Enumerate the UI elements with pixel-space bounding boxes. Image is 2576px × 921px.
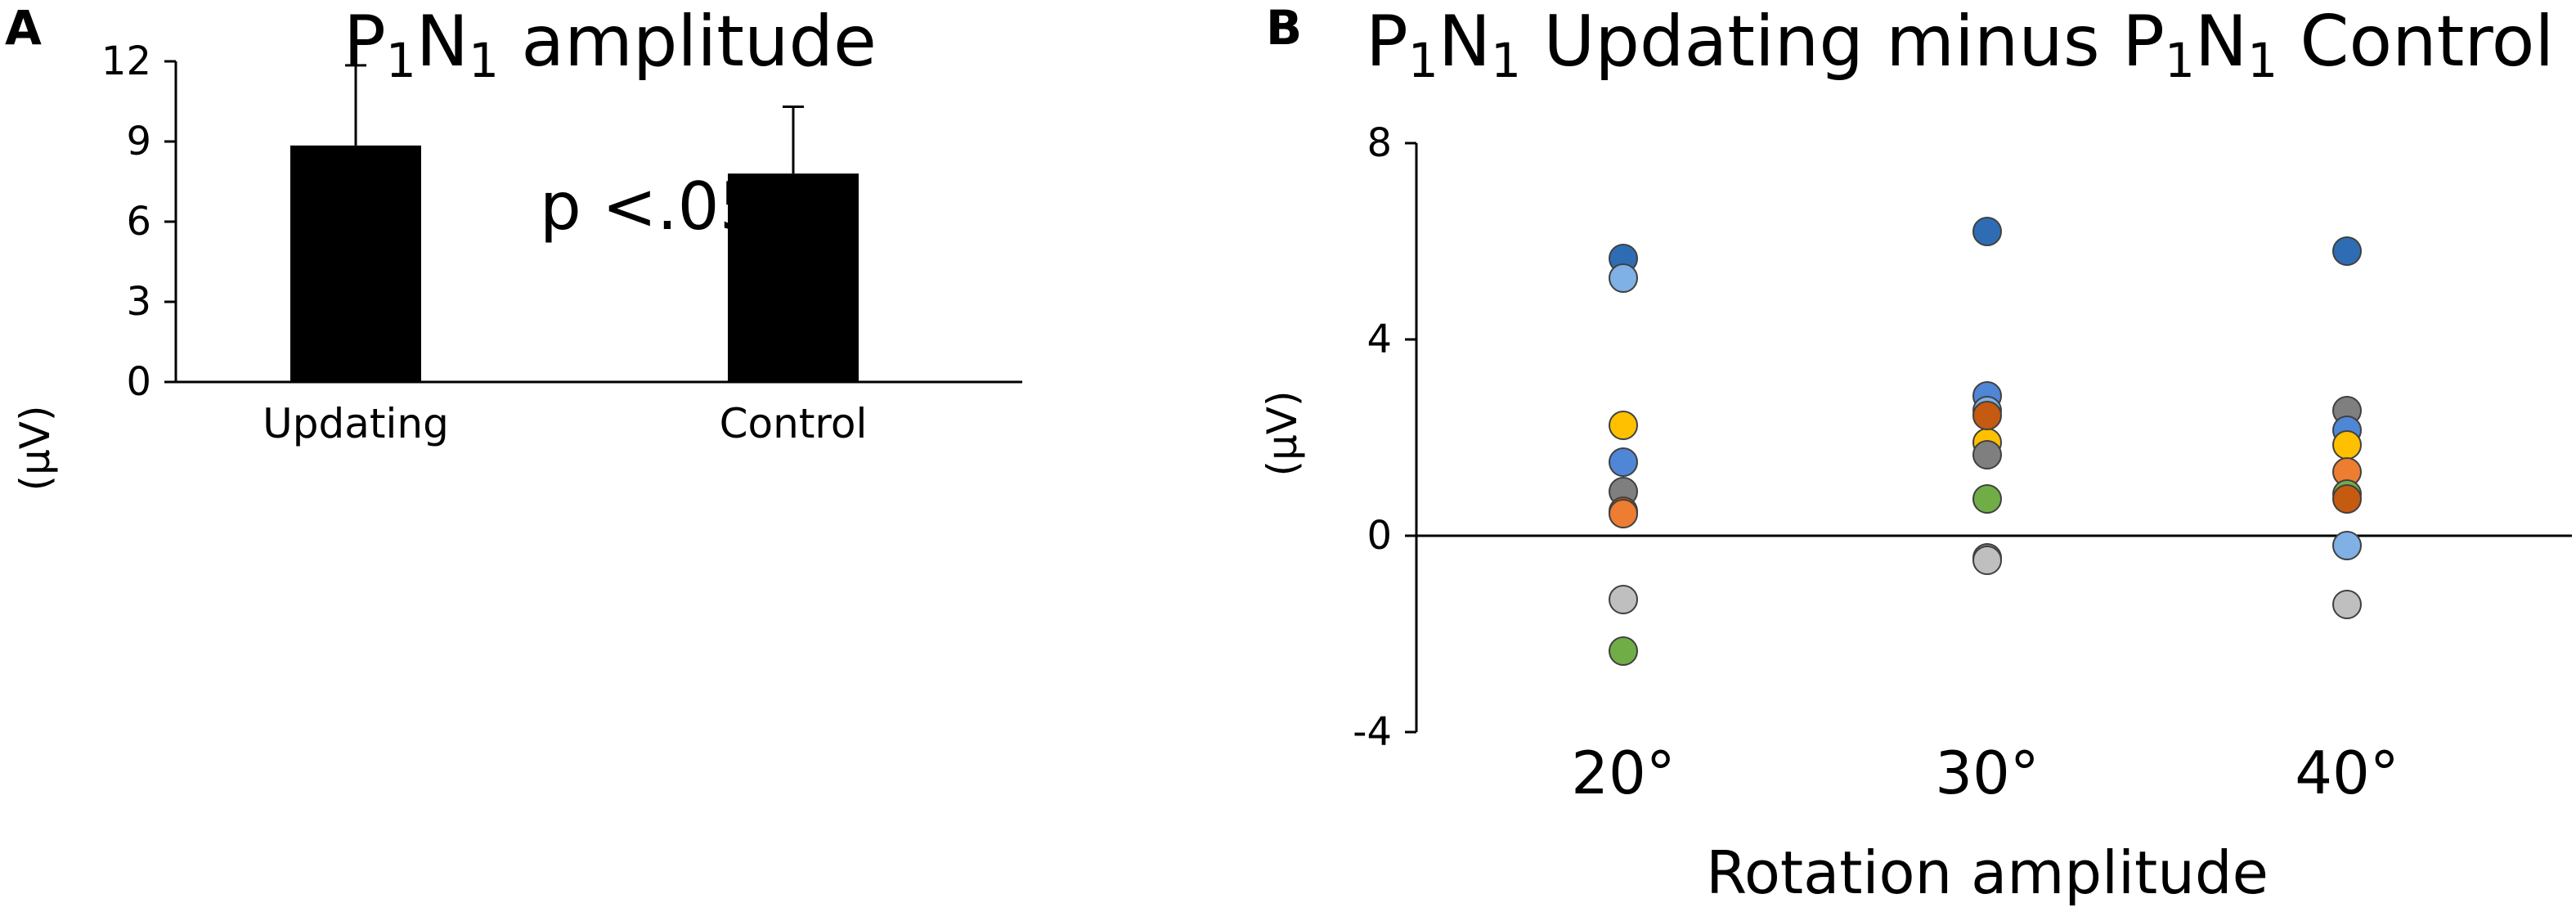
data-point: [1609, 499, 1638, 528]
chart-a-title: P1N1 amplitude: [343, 1, 877, 88]
data-point: [1972, 546, 2002, 575]
y-tick-label: 4: [1367, 317, 1392, 362]
chart-b-categories: 20° 30° 40°: [1571, 739, 2399, 807]
chart-a-categories: Updating Control: [263, 400, 867, 447]
bar: [728, 173, 859, 382]
chart-b-title: P1N1 Updating minus P1N1 Control: [1366, 1, 2554, 88]
panel-letter-a: A: [5, 0, 42, 56]
data-point: [1609, 411, 1638, 440]
data-point: [2332, 236, 2362, 266]
chart-a: P1N1 amplitude (μV) 0 3 6 9 12 Updating Contr…: [11, 1, 1022, 492]
data-point: [1609, 263, 1638, 293]
data-point: [1609, 636, 1638, 666]
chart-b-y-axis-label: (μV): [1259, 390, 1306, 476]
chart-b-points: [1609, 217, 2362, 666]
data-point: [2332, 484, 2362, 514]
chart-b: P1N1 Updating minus P1N1 Control (μV) -4…: [1259, 1, 2572, 907]
y-tick-label: 6: [126, 199, 151, 245]
data-point: [1972, 484, 2002, 514]
y-tick-label: 9: [126, 119, 151, 164]
data-point: [1972, 440, 2002, 469]
chart-a-y-ticks: 0 3 6 9 12: [101, 38, 176, 405]
category-label: Updating: [263, 400, 449, 447]
data-point: [2332, 430, 2362, 460]
bar: [290, 145, 421, 382]
category-label: 20°: [1571, 739, 1676, 807]
category-label: 40°: [2295, 739, 2399, 807]
y-tick-label: 0: [126, 359, 151, 405]
data-point: [2332, 531, 2362, 560]
y-tick-label: 3: [126, 279, 151, 325]
chart-b-y-ticks: -4 0 4 8: [1353, 120, 1416, 755]
y-tick-label: 8: [1367, 120, 1392, 166]
panel-letter-b: B: [1266, 0, 1302, 56]
data-point: [1609, 447, 1638, 477]
chart-a-bars: [290, 64, 859, 382]
data-point: [2332, 590, 2362, 619]
y-tick-label: -4: [1353, 709, 1392, 755]
category-label: 30°: [1935, 739, 2040, 807]
y-tick-label: 12: [101, 38, 151, 84]
category-label: Control: [720, 400, 868, 447]
chart-a-annotation: p <.05: [540, 168, 761, 245]
data-point: [1972, 217, 2002, 246]
chart-a-y-axis-label: (μV): [11, 405, 59, 491]
chart-b-x-axis-label: Rotation amplitude: [1706, 838, 2269, 907]
y-tick-label: 0: [1367, 513, 1392, 559]
data-point: [1609, 585, 1638, 614]
data-point: [1972, 401, 2002, 430]
